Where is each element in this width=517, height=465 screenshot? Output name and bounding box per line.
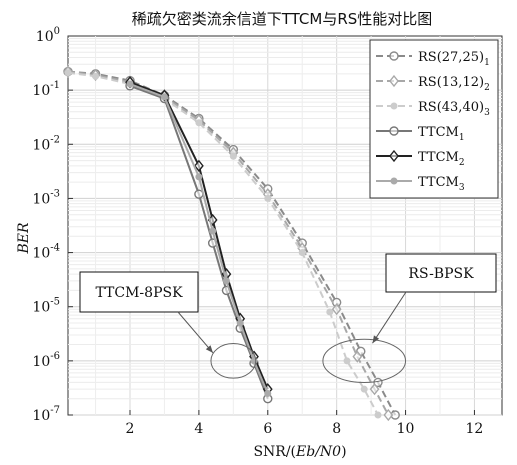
data-point bbox=[390, 177, 398, 185]
x-axis-label-suffix: ) bbox=[341, 444, 346, 460]
data-point bbox=[64, 69, 72, 77]
annotation-ellipse bbox=[210, 343, 257, 379]
data-point bbox=[369, 383, 380, 396]
chart-title: 稀疏欠密类流余信道下TTCM与RS性能对比图 bbox=[132, 10, 433, 28]
legend-label: TTCM2 bbox=[418, 150, 465, 168]
data-point bbox=[193, 159, 204, 172]
y-tick-label: 10-4 bbox=[32, 243, 60, 262]
annotation-2: RS-BPSK bbox=[322, 253, 497, 384]
x-axis-label: SNR/(Eb/N0) bbox=[253, 444, 346, 460]
annotation-arrow bbox=[177, 311, 214, 354]
x-tick-label: 12 bbox=[466, 421, 484, 437]
data-point bbox=[360, 385, 368, 393]
legend-frame bbox=[369, 39, 499, 199]
data-point bbox=[389, 51, 399, 61]
legend-entry: RS(43,40)3 bbox=[376, 100, 490, 118]
data-point bbox=[389, 149, 399, 163]
data-point bbox=[390, 102, 398, 110]
data-point bbox=[352, 350, 363, 363]
series-line bbox=[67, 71, 379, 416]
legend-entry: TTCM3 bbox=[376, 175, 465, 193]
data-point bbox=[195, 173, 203, 181]
legend-entry: RS(27,25)1 bbox=[376, 50, 490, 68]
data-point bbox=[229, 152, 237, 160]
data-point bbox=[326, 308, 334, 316]
legend-entry: RS(13,12)2 bbox=[376, 74, 490, 93]
data-point bbox=[383, 408, 394, 422]
x-axis-label-italic: Eb/N0 bbox=[295, 444, 341, 460]
x-axis-label-prefix: SNR/( bbox=[253, 444, 296, 460]
x-tick-label: 6 bbox=[263, 421, 272, 437]
data-point bbox=[343, 357, 351, 365]
data-point bbox=[389, 74, 399, 88]
x-tick-label: 8 bbox=[332, 421, 341, 437]
annotation-label: RS-BPSK bbox=[408, 266, 474, 282]
legend-entry: TTCM2 bbox=[376, 149, 465, 168]
annotation-label: TTCM-8PSK bbox=[95, 285, 183, 301]
y-tick-label: 10-7 bbox=[32, 405, 60, 424]
plot-area: TTCM-8PSK RS-BPSK 2 4 6 8 10 12 100 10-1 10-2 10-3… bbox=[32, 26, 503, 437]
annotation-arrowhead bbox=[372, 335, 380, 344]
annotation-arrow bbox=[372, 291, 407, 344]
legend-label: RS(13,12)2 bbox=[418, 75, 490, 93]
data-point bbox=[264, 194, 272, 202]
annotation-box bbox=[385, 253, 497, 293]
series-ttcm3 bbox=[126, 80, 272, 397]
data-point bbox=[92, 72, 100, 80]
data-point bbox=[298, 249, 306, 257]
annotation-1: TTCM-8PSK bbox=[79, 271, 257, 379]
y-axis-label: BER bbox=[16, 222, 32, 255]
annotation-box bbox=[79, 271, 199, 313]
data-point bbox=[374, 411, 382, 419]
series-group bbox=[63, 65, 400, 422]
legend: RS(27,25)1 RS(13,12)2 RS(43,40)3 TTCM1 TTCM2… bbox=[369, 39, 499, 199]
data-point bbox=[160, 93, 168, 101]
data-point bbox=[126, 80, 134, 88]
y-tick-label: 10-2 bbox=[32, 134, 60, 153]
y-tick-label: 10-1 bbox=[32, 80, 60, 99]
legend-entry: TTCM1 bbox=[376, 125, 465, 143]
annotation-group: TTCM-8PSK RS-BPSK bbox=[79, 253, 497, 384]
data-point bbox=[331, 303, 342, 316]
x-tick-label: 2 bbox=[126, 421, 135, 437]
legend-label: RS(27,25)1 bbox=[418, 50, 490, 68]
series-line bbox=[67, 70, 397, 416]
data-point bbox=[389, 126, 399, 136]
annotation-arrowhead bbox=[205, 345, 213, 353]
legend-label: TTCM3 bbox=[418, 175, 465, 193]
data-point bbox=[222, 277, 230, 285]
y-tick-label: 10-5 bbox=[32, 297, 60, 316]
x-tick-label: 10 bbox=[397, 421, 415, 437]
data-point bbox=[195, 119, 203, 127]
y-tick-label: 10-6 bbox=[32, 351, 60, 370]
y-tick-label: 100 bbox=[36, 26, 60, 45]
annotation-ellipse bbox=[322, 338, 407, 384]
data-point bbox=[264, 389, 272, 397]
series-line bbox=[67, 70, 390, 416]
series-line bbox=[129, 83, 269, 394]
legend-label: TTCM1 bbox=[418, 125, 465, 143]
data-point bbox=[236, 319, 244, 327]
y-tick-label: 10-3 bbox=[32, 188, 60, 207]
legend-label: RS(43,40)3 bbox=[418, 100, 490, 118]
axes-group: 2 4 6 8 10 12 100 10-1 10-2 10-3 10-4 10-5 10-6 10-7 bbox=[32, 26, 483, 437]
data-point bbox=[209, 227, 217, 235]
x-tick-label: 4 bbox=[194, 421, 203, 437]
